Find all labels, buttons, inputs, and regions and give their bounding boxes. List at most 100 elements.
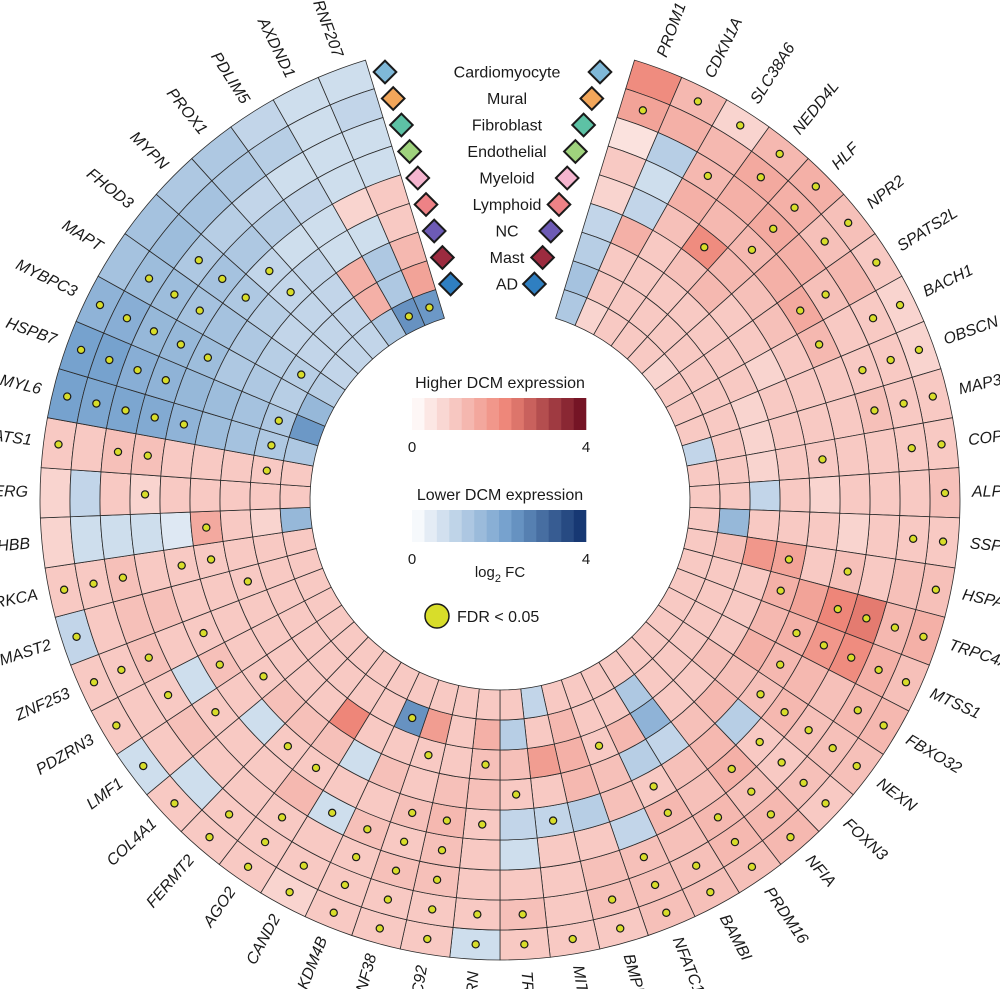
significance-dot — [327, 808, 337, 818]
significance-dot — [399, 837, 409, 847]
gene-label: PROX1 — [163, 85, 210, 138]
gene-label: ERG — [0, 483, 28, 501]
colorbar-step — [486, 398, 500, 430]
significance-dot — [224, 810, 234, 819]
colorbar-step — [449, 398, 463, 430]
cell-type-label: AD — [496, 277, 518, 294]
gene-label: SPATS2L — [894, 204, 960, 255]
significance-dot — [205, 832, 214, 842]
gene-label: MTSS1 — [927, 685, 983, 722]
heatmap-cell — [499, 718, 528, 751]
colorbar-step — [548, 510, 562, 542]
heatmap-cell — [472, 718, 501, 751]
lower-min-label: 0 — [408, 551, 416, 568]
colorbar-step — [474, 398, 487, 430]
significance-dot — [404, 312, 414, 321]
heatmap-cell — [526, 743, 562, 779]
significance-dot — [133, 365, 142, 375]
colorbar-step — [499, 510, 512, 542]
significance-dot — [163, 690, 173, 700]
gene-label: MAST2 — [0, 637, 53, 670]
gene-label: HSPB7 — [3, 315, 59, 349]
significance-dot — [639, 852, 649, 862]
heatmap-cell — [499, 837, 541, 871]
colorbar-step — [436, 510, 450, 542]
significance-dot — [858, 365, 867, 375]
gene-label: ZNF253 — [12, 685, 73, 725]
gene-label: PRDM16 — [760, 884, 811, 947]
significance-dot — [786, 832, 795, 842]
significance-dot — [804, 725, 813, 735]
significance-dot — [736, 121, 745, 130]
significance-dot — [872, 258, 881, 267]
significance-dot — [914, 345, 924, 355]
significance-dot — [117, 665, 126, 675]
cell-type-swatch-icon — [570, 112, 597, 138]
cell-type-label: NC — [495, 224, 518, 241]
significance-dot — [423, 934, 432, 944]
gene-label: NFIA — [802, 852, 839, 891]
significance-dot — [177, 561, 186, 570]
significance-dot — [766, 810, 776, 819]
gene-label: NPR2 — [864, 173, 908, 213]
heatmap-cell — [39, 516, 76, 569]
colorbar-step — [424, 398, 438, 430]
significance-dot — [267, 441, 276, 450]
color-legend: Higher DCM expression 0 4 Lower DCM expr… — [408, 375, 590, 629]
colorbar-step — [424, 510, 438, 542]
significance-dot — [663, 808, 673, 818]
heatmap-cell — [835, 512, 871, 556]
significance-dot — [442, 816, 452, 825]
gene-label: MYBPC3 — [13, 257, 80, 301]
significance-dot — [616, 924, 625, 933]
gene-label: TRPC4AP — [947, 637, 1000, 676]
significance-dot — [351, 852, 361, 862]
heatmap-cell — [499, 867, 545, 901]
gene-label: FHOD3 — [83, 165, 136, 212]
heatmap-cell — [459, 837, 501, 871]
heatmap-cell — [808, 475, 841, 514]
heatmap-cell — [159, 475, 192, 514]
significance-dot — [243, 577, 253, 586]
gene-label: PDLIM5 — [207, 49, 253, 107]
heatmap-cell — [160, 438, 196, 479]
gene-label: CDKN1A — [702, 15, 746, 81]
significance-dot — [113, 447, 123, 457]
significance-dot — [211, 708, 220, 717]
significance-dot — [150, 413, 159, 422]
significance-dot — [548, 816, 558, 825]
significance-dot — [139, 761, 148, 771]
cell-type-swatch-icon — [587, 59, 613, 85]
gene-label: ALPK3 — [971, 483, 1000, 501]
significance-dot — [432, 875, 442, 885]
significance-dot — [820, 237, 829, 246]
heatmap-cell — [715, 454, 750, 485]
heatmap-cell — [99, 471, 132, 516]
cell-type-swatch-icon — [396, 138, 423, 165]
cell-type-swatch-icon — [388, 112, 415, 138]
colorbar-step — [561, 398, 574, 430]
gene-label: RNF38 — [350, 952, 380, 989]
cell-type-swatch-icon — [405, 165, 431, 191]
colorbar-step — [536, 398, 550, 430]
significance-dot — [473, 910, 482, 919]
gene-label: KDM4B — [295, 934, 332, 989]
significance-dot — [607, 895, 617, 904]
significance-dot — [706, 887, 715, 897]
significance-dot — [780, 708, 789, 717]
cell-type-swatch-icon — [554, 165, 580, 191]
gene-label: NEDD4L — [790, 78, 843, 138]
significance-dot — [747, 862, 757, 872]
significance-dot — [206, 555, 216, 564]
cell-type-swatch-icon — [562, 138, 589, 165]
significance-dot — [215, 660, 224, 669]
gene-label: MITF — [569, 964, 592, 989]
cell-type-swatch-icon — [421, 218, 447, 244]
significance-dot — [199, 628, 208, 638]
gene-label: SLC38A6 — [747, 40, 798, 107]
heatmap-cell — [475, 688, 501, 721]
significance-dot — [311, 763, 321, 773]
significance-dot — [784, 555, 794, 564]
gene-label: FOXN3 — [840, 815, 891, 864]
significance-dot — [796, 306, 805, 315]
